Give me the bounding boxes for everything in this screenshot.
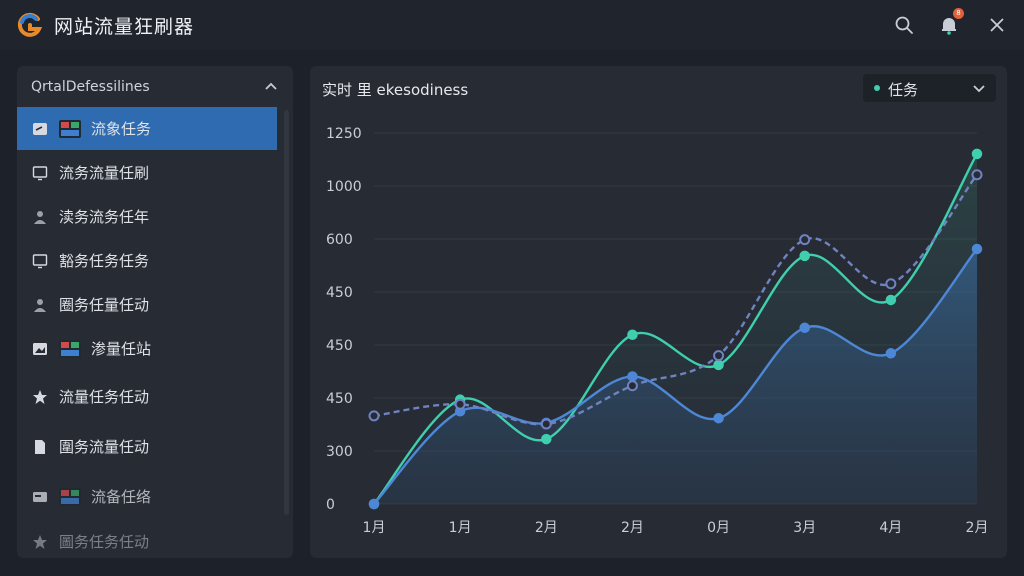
sidebar-item-label: 圈务任量任动 <box>59 296 150 314</box>
data-point <box>626 380 638 392</box>
data-point <box>454 398 466 410</box>
notification-bell-icon[interactable]: 8 <box>937 8 964 37</box>
monitor-icon <box>31 164 49 182</box>
x-tick-label: 0月 <box>707 520 730 536</box>
line-chart: 1250 1000 600 450 450 450 300 0 1月 1月 2月 2月 0月 3月 4月 2月 <box>326 126 989 536</box>
sidebar-item-label: 流备任络 <box>91 488 152 506</box>
sidebar: QrtalDefessilines 流象任务流务流量任刷 渎务流务任年 豁务任务任务… <box>17 66 293 558</box>
x-tick-label: 1月 <box>449 520 472 536</box>
image-icon <box>31 340 49 358</box>
data-point <box>713 412 724 424</box>
sidebar-item[interactable]: 渗量任站 <box>17 327 277 370</box>
data-point <box>713 359 724 371</box>
y-tick-label: 450 <box>326 338 353 354</box>
sidebar-item[interactable]: 流务流量任刷 <box>17 151 277 194</box>
monitor-icon <box>31 252 49 270</box>
card-icon <box>31 488 49 506</box>
series-color-dot <box>874 85 880 91</box>
data-point <box>541 433 552 445</box>
x-tick-label: 2月 <box>966 520 989 536</box>
sidebar-item[interactable]: 圍务流量任动 <box>17 425 277 468</box>
thumbnail-icon <box>59 119 81 138</box>
chart-panel: 实时 里 ekesodiness 任务 1250 1000 600 450 450 450… <box>310 66 1007 558</box>
data-point <box>368 410 380 422</box>
x-tick-label: 2月 <box>535 520 558 536</box>
thumbnail-icon <box>59 339 81 358</box>
series-area <box>374 248 977 504</box>
x-tick-label: 3月 <box>793 520 816 536</box>
series-dropdown-label: 任务 <box>888 81 919 99</box>
search-icon[interactable] <box>892 13 916 37</box>
y-tick-label: 300 <box>326 444 353 460</box>
user-icon <box>31 208 49 226</box>
sidebar-item-label: 渎务流务任年 <box>59 208 150 226</box>
thumbnail-icon <box>59 487 81 506</box>
star-icon <box>31 388 49 406</box>
sidebar-item[interactable]: 豁务任务任务 <box>17 239 277 282</box>
title-bar: 网站流量狂刷器 8 <box>0 0 1024 50</box>
y-tick-label: 1000 <box>326 179 362 195</box>
data-point <box>885 278 897 290</box>
data-point <box>885 348 897 359</box>
app-logo-icon <box>17 12 43 37</box>
data-point <box>971 148 983 160</box>
data-point <box>540 418 552 430</box>
sidebar-item[interactable]: 流量任务任动 <box>17 375 277 418</box>
data-point <box>368 498 380 510</box>
x-tick-label: 1月 <box>363 520 386 536</box>
edit-icon <box>31 120 49 138</box>
sidebar-item[interactable]: 圖务任务任动 <box>17 520 277 558</box>
y-tick-label: 0 <box>326 497 335 513</box>
chevron-up-icon[interactable] <box>263 79 279 95</box>
data-point <box>627 329 638 340</box>
close-icon[interactable] <box>985 13 1009 37</box>
file-icon <box>31 438 49 456</box>
sidebar-item-label: 流象任务 <box>91 120 152 138</box>
sidebar-scrollbar[interactable] <box>284 110 289 515</box>
data-point <box>627 371 638 382</box>
chevron-down-icon <box>973 85 985 93</box>
sidebar-header-title: QrtalDefessilines <box>31 79 150 95</box>
sidebar-item-label: 豁务任务任务 <box>59 252 150 270</box>
y-tick-label: 1250 <box>326 126 362 142</box>
app-title: 网站流量狂刷器 <box>54 16 195 38</box>
sidebar-item[interactable]: 圈务任量任动 <box>17 283 277 326</box>
sidebar-item-label: 圖务任务任动 <box>59 533 150 551</box>
sidebar-item-label: 流务流量任刷 <box>59 164 150 182</box>
sidebar-header[interactable]: QrtalDefessilines <box>17 66 293 108</box>
notification-badge: 8 <box>953 8 964 19</box>
sidebar-item[interactable]: 渎务流务任年 <box>17 195 277 238</box>
sidebar-item[interactable]: 流备任络 <box>17 475 277 518</box>
user-icon <box>31 296 49 314</box>
chart-panel-title: 实时 里 ekesodiness <box>322 81 469 99</box>
data-point <box>713 350 725 362</box>
series-dropdown[interactable]: 任务 <box>863 74 996 102</box>
y-tick-label: 450 <box>326 391 353 407</box>
data-point <box>799 322 810 334</box>
y-tick-label: 600 <box>326 232 353 248</box>
sidebar-item[interactable]: 流象任务 <box>17 107 277 150</box>
x-tick-label: 2月 <box>621 520 644 536</box>
star-icon <box>31 533 49 551</box>
data-point <box>971 169 983 181</box>
data-point <box>799 234 811 246</box>
data-point <box>799 250 810 262</box>
sidebar-item-label: 渗量任站 <box>91 340 152 358</box>
series-line <box>373 248 978 505</box>
x-tick-label: 4月 <box>879 520 902 536</box>
data-point <box>971 243 983 255</box>
sidebar-item-label: 流量任务任动 <box>59 388 150 406</box>
sidebar-item-label: 圍务流量任动 <box>59 438 150 456</box>
y-tick-label: 450 <box>326 285 353 301</box>
data-point <box>885 294 897 306</box>
